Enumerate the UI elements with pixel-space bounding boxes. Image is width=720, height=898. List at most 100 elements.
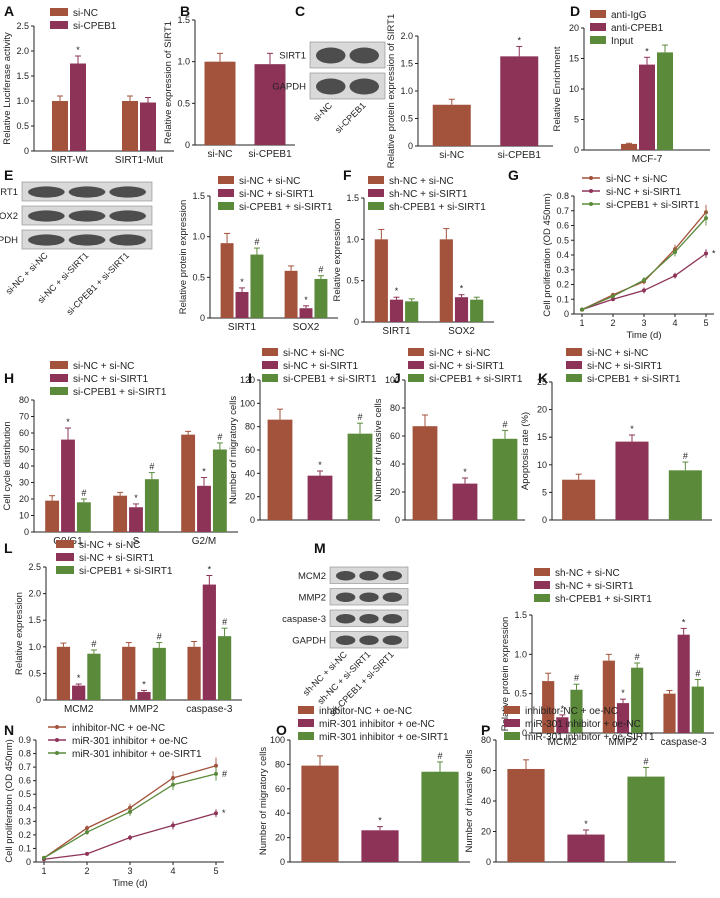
legend-marker xyxy=(55,725,59,729)
y-tick-label: 0.5 xyxy=(18,789,31,799)
y-tick-label: 1.0 xyxy=(346,234,359,244)
y-tick-label: 60 xyxy=(19,428,29,438)
data-point xyxy=(642,278,646,283)
bar xyxy=(187,646,201,700)
legend-label: miR-301 inhibitor + oe-SIRT1 xyxy=(72,749,202,760)
panel-label: H xyxy=(4,370,14,386)
y-tick-label: 0.2 xyxy=(18,830,31,840)
legend-swatch xyxy=(56,553,74,561)
legend-swatch xyxy=(262,348,278,356)
legend-label: miR-301 inhibitor + oe-SIRT1 xyxy=(319,732,449,743)
blot-row-label: SIRT1 xyxy=(279,51,306,62)
y-tick-label: 15 xyxy=(537,432,547,442)
x-tick-label: SOX2 xyxy=(293,322,320,333)
bar xyxy=(56,646,71,700)
y-tick-label: 50 xyxy=(19,445,29,455)
x-tick-label: caspase-3 xyxy=(661,737,708,748)
panel-label: M xyxy=(314,540,326,556)
y-axis-label: Relative Luciferase activity xyxy=(2,32,13,145)
bar xyxy=(616,703,630,733)
bar xyxy=(129,507,143,532)
bar xyxy=(61,439,75,532)
data-point xyxy=(673,250,677,255)
bar xyxy=(602,660,615,733)
significance-mark: * xyxy=(134,493,138,503)
x-tick-label: MCM2 xyxy=(548,737,578,748)
significance-mark: # xyxy=(222,617,227,627)
panel-label: O xyxy=(276,722,287,738)
y-tick-label: 1.5 xyxy=(177,15,190,25)
legend-label: inhibitor-NC + oe-NC xyxy=(525,706,618,717)
y-axis-label: Number of invasive cells xyxy=(373,398,384,501)
bar xyxy=(454,297,469,322)
blot-band xyxy=(349,47,379,64)
bar xyxy=(197,485,211,532)
x-tick-label: caspase-3 xyxy=(186,704,233,715)
panel-label: I xyxy=(248,370,252,386)
legend-swatch xyxy=(298,719,314,727)
y-tick-label: 0 xyxy=(395,515,400,525)
y-axis-label: Apoptosis rate (%) xyxy=(520,412,531,490)
y-tick-label: 40 xyxy=(275,808,285,818)
y-tick-label: 1.0 xyxy=(514,649,527,659)
significance-mark: # xyxy=(695,669,700,679)
significance-mark: # xyxy=(222,769,227,779)
bar xyxy=(144,479,159,532)
legend-label: anti-CPEB1 xyxy=(611,23,664,34)
legend-swatch xyxy=(504,719,520,727)
blot-band xyxy=(316,78,346,95)
y-tick-label: 40 xyxy=(481,796,491,806)
y-tick-label: 40 xyxy=(19,461,29,471)
legend-swatch xyxy=(218,189,234,197)
legend-label: si-NC + si-NC xyxy=(73,361,134,372)
y-tick-label: 0 xyxy=(574,145,579,155)
data-point xyxy=(42,855,46,860)
legend-swatch xyxy=(368,189,384,197)
y-tick-label: 60 xyxy=(481,766,491,776)
blot-band xyxy=(359,571,379,581)
blot-lane-label: si-CPEB1 xyxy=(333,100,368,135)
y-tick-label: 0.5 xyxy=(346,276,359,286)
legend-label: miR-301 inhibitor + oe-SIRT1 xyxy=(525,732,655,743)
legend-marker xyxy=(589,176,593,180)
y-tick-label: 0 xyxy=(280,857,285,867)
y-tick-label: 1.5 xyxy=(514,610,527,620)
significance-mark: * xyxy=(202,467,206,477)
blot-row-label: GAPDH xyxy=(292,635,326,646)
y-tick-label: 0.5 xyxy=(514,689,527,699)
bar xyxy=(389,299,404,322)
legend-swatch xyxy=(218,176,234,184)
significance-mark: # xyxy=(357,412,362,422)
y-tick-label: 60 xyxy=(275,784,285,794)
bar xyxy=(122,646,136,700)
data-point xyxy=(85,830,89,835)
data-point xyxy=(171,775,175,780)
y-tick-label: 2.0 xyxy=(16,46,29,56)
bar xyxy=(412,426,438,520)
bar xyxy=(542,681,555,733)
x-axis-label: Time (d) xyxy=(112,878,147,889)
y-tick-label: 0.1 xyxy=(556,294,569,304)
panel-label: K xyxy=(538,370,548,386)
bar xyxy=(621,143,637,150)
legend-swatch xyxy=(56,540,74,548)
legend-label: si-NC + si-SIRT1 xyxy=(79,553,155,564)
bar xyxy=(113,495,128,532)
blot-band xyxy=(336,571,356,581)
panel-label: F xyxy=(343,167,352,183)
bar xyxy=(202,584,216,700)
blot-lane-label: si-NC xyxy=(311,100,334,123)
significance-mark: * xyxy=(318,460,322,470)
significance-mark: # xyxy=(254,237,259,247)
blot-band xyxy=(382,614,403,624)
significance-mark: * xyxy=(142,679,146,689)
legend-swatch xyxy=(262,374,278,382)
x-tick-label: 3 xyxy=(641,318,646,328)
legend-label: si-NC + si-NC xyxy=(239,176,300,187)
y-tick-label: 2.0 xyxy=(28,589,41,599)
bar xyxy=(181,434,196,532)
y-tick-label: 40 xyxy=(390,459,400,469)
